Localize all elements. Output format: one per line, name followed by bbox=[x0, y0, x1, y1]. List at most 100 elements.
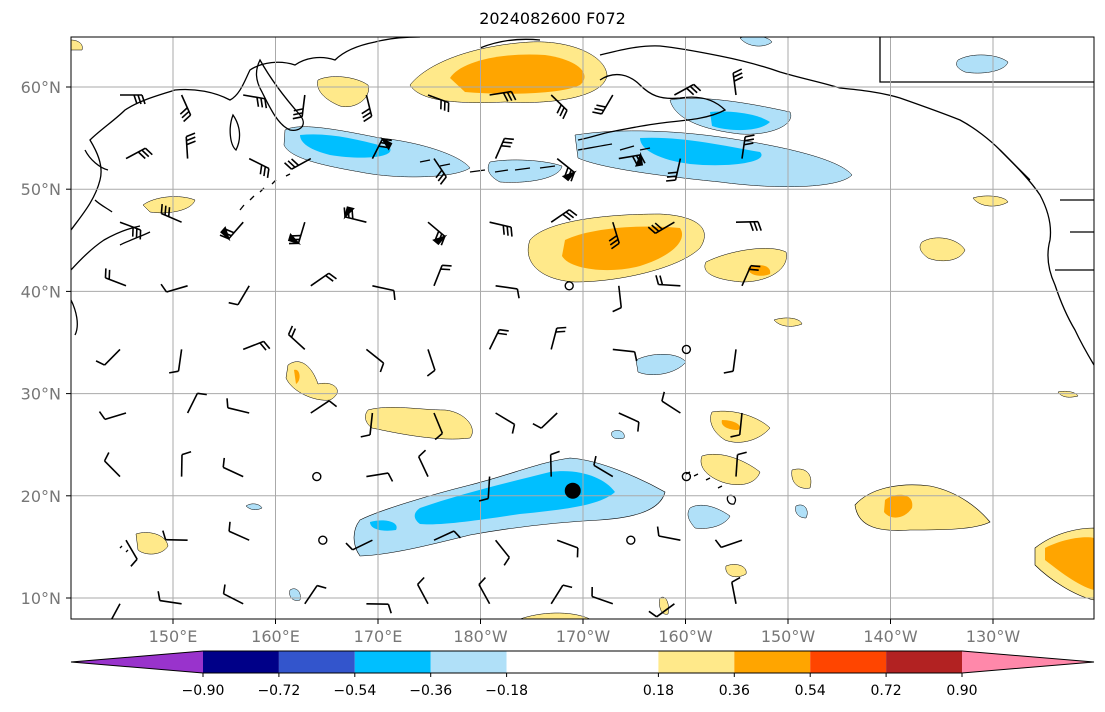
wind-barb bbox=[169, 349, 183, 374]
wind-barb bbox=[494, 137, 514, 159]
wind-barb bbox=[478, 476, 491, 502]
marker-layer bbox=[564, 482, 581, 499]
lat-tick-label: 60°N bbox=[21, 78, 61, 97]
colorbar-segment bbox=[354, 651, 431, 673]
colorbar-label: 0.54 bbox=[795, 683, 826, 699]
wind-barb bbox=[310, 272, 337, 287]
plot-frame bbox=[70, 36, 1095, 620]
lon-tick-label: 160°E bbox=[251, 627, 300, 646]
wind-barb bbox=[179, 94, 192, 123]
wind-barb bbox=[125, 539, 138, 567]
wind-barb bbox=[242, 340, 271, 351]
lat-tick-label: 20°N bbox=[21, 487, 61, 506]
wind-barb bbox=[731, 576, 741, 604]
asia-coastline bbox=[71, 37, 421, 231]
wind-barb bbox=[714, 539, 743, 549]
wind-barb bbox=[366, 472, 394, 482]
wind-barb bbox=[550, 209, 578, 223]
wind-barb bbox=[549, 450, 560, 477]
wind-barb bbox=[160, 204, 182, 223]
wind-barb bbox=[360, 412, 374, 438]
wind-barb bbox=[730, 412, 743, 438]
kamchatka-coastline bbox=[255, 58, 304, 131]
colorbar-label: 0.72 bbox=[871, 683, 902, 699]
wind-barb bbox=[618, 151, 646, 167]
wind-barb bbox=[125, 147, 153, 160]
wind-barb bbox=[427, 221, 448, 246]
wind-barb bbox=[661, 391, 681, 414]
wind-barb bbox=[371, 136, 393, 159]
wind-barb bbox=[495, 412, 516, 434]
calm-wind-marker bbox=[681, 344, 692, 355]
wind-barb bbox=[104, 268, 127, 287]
wind-barb-layer bbox=[95, 68, 762, 619]
wind-barb bbox=[186, 392, 207, 414]
wind-barb bbox=[103, 452, 121, 478]
wind-barb bbox=[427, 94, 450, 113]
colorbar-segment bbox=[734, 651, 811, 673]
colorbar-segment bbox=[430, 651, 507, 673]
colorbar-label: −0.90 bbox=[182, 683, 225, 699]
wind-barb bbox=[365, 348, 385, 373]
wind-barb bbox=[741, 264, 761, 287]
map-title: 2024082600 F072 bbox=[479, 9, 626, 28]
wind-barb bbox=[433, 158, 447, 185]
coastline-layer bbox=[71, 37, 1094, 553]
wind-barb bbox=[488, 328, 509, 350]
wind-barb bbox=[478, 577, 491, 605]
wind-barb bbox=[741, 134, 755, 159]
axis-labels: 150°E 160°E 170°E 180°W 170°W 160°W 150°W 140°W… bbox=[21, 78, 1021, 646]
lon-tick-label: 170°E bbox=[354, 627, 403, 646]
wind-barb bbox=[228, 521, 250, 541]
wind-barb bbox=[110, 603, 121, 619]
colorbar-segment bbox=[278, 651, 355, 673]
lon-tick-label: 150°W bbox=[761, 627, 816, 646]
wind-barb bbox=[735, 451, 747, 477]
colorbar-extend-max bbox=[962, 651, 1094, 673]
colorbar-label: 0.18 bbox=[643, 683, 674, 699]
colorbar: −0.90 −0.72 −0.54 −0.36 −0.18 0.18 0.36 0.54 0.7… bbox=[70, 650, 1095, 699]
wind-barb bbox=[157, 591, 182, 605]
colorbar-label: −0.54 bbox=[333, 683, 376, 699]
wind-barb bbox=[310, 400, 338, 414]
colorbar-label: −0.72 bbox=[257, 683, 300, 699]
wind-barb bbox=[185, 132, 196, 159]
wind-barb bbox=[345, 539, 373, 551]
wind-barb bbox=[591, 587, 614, 605]
lat-tick-label: 40°N bbox=[21, 282, 61, 301]
wind-barb bbox=[593, 455, 614, 478]
wind-barb bbox=[556, 157, 577, 182]
wind-barb bbox=[647, 221, 675, 235]
wind-barb bbox=[120, 94, 146, 105]
colorbar-extend-min bbox=[71, 651, 203, 673]
wind-barb bbox=[98, 411, 127, 421]
colorbar-segment bbox=[658, 651, 735, 673]
wind-barb bbox=[417, 449, 429, 477]
calm-wind-marker bbox=[318, 535, 328, 545]
wind-barb bbox=[95, 348, 121, 366]
wind-barb bbox=[489, 90, 517, 102]
kuril-islands bbox=[239, 173, 291, 211]
wind-barb bbox=[219, 221, 244, 242]
wind-barb bbox=[162, 530, 188, 541]
wind-barb bbox=[494, 539, 511, 566]
calm-wind-marker bbox=[681, 471, 692, 482]
wind-barb bbox=[433, 264, 452, 287]
colorbar-segment bbox=[506, 651, 659, 673]
wind-barb bbox=[612, 285, 623, 313]
wind-barb bbox=[550, 584, 573, 605]
storm-center-marker bbox=[564, 482, 581, 499]
wind-barb bbox=[723, 349, 737, 374]
colorbar-label: 0.36 bbox=[719, 683, 750, 699]
wind-barb bbox=[243, 94, 268, 109]
lon-tick-label: 180°W bbox=[453, 627, 508, 646]
calm-wind-marker bbox=[564, 281, 574, 291]
wind-barb bbox=[489, 221, 513, 237]
lon-tick-label: 170°W bbox=[556, 627, 611, 646]
wind-barb bbox=[372, 285, 396, 301]
colorbar-segment bbox=[886, 651, 962, 673]
wind-barb bbox=[732, 68, 744, 96]
wind-barb bbox=[287, 325, 306, 350]
wind-barb bbox=[495, 285, 520, 299]
